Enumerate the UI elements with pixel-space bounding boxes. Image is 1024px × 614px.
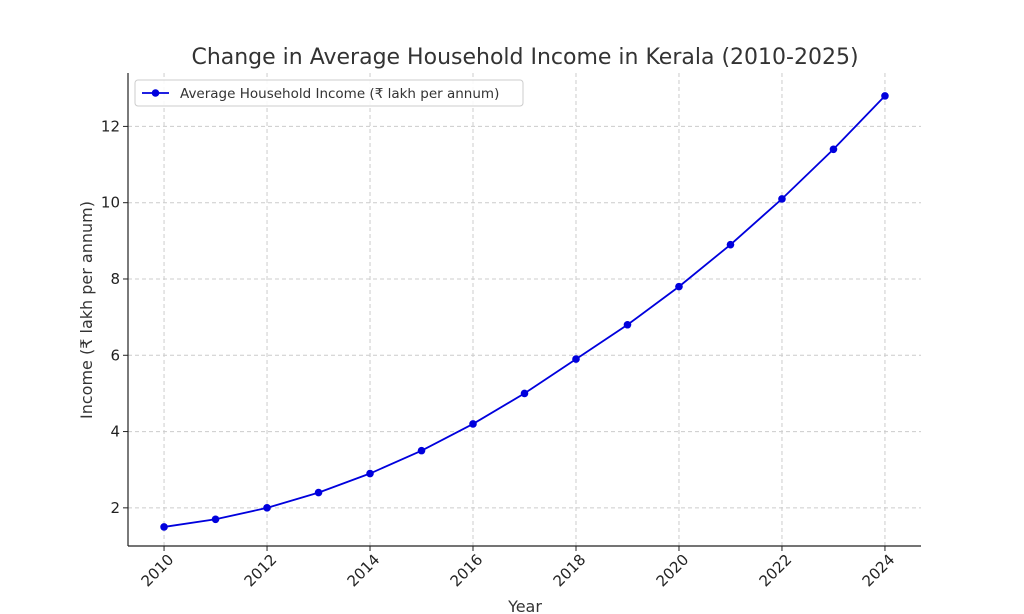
chart-title: Change in Average Household Income in Ke… xyxy=(191,45,858,70)
x-tick-label-2010: 2010 xyxy=(138,551,178,591)
y-tick-label-6: 6 xyxy=(110,346,120,364)
data-point-2023 xyxy=(829,145,838,154)
data-point-2020 xyxy=(675,282,683,291)
legend-swatch-marker xyxy=(151,89,160,97)
series-line-0 xyxy=(163,95,886,528)
data-point-2012 xyxy=(263,504,271,512)
data-point-2014 xyxy=(366,469,374,478)
y-axis-label: Income (₹ lakh per annum) xyxy=(77,201,96,419)
x-axis-label: Year xyxy=(507,597,542,614)
grid-lines xyxy=(128,73,921,546)
data-point-2021 xyxy=(726,240,735,249)
x-tick-label-2022: 2022 xyxy=(756,551,796,591)
x-tick-label-2012: 2012 xyxy=(241,551,281,591)
y-tick-label-2: 2 xyxy=(110,499,120,517)
x-tick-label-2016: 2016 xyxy=(447,551,487,591)
series-layer xyxy=(160,92,889,531)
data-point-2018 xyxy=(572,355,580,363)
legend: Average Household Income (₹ lakh per ann… xyxy=(134,79,524,107)
y-tick-label-8: 8 xyxy=(110,270,120,288)
ticks: 2010 2012 2014 2016 2018 2020 2022 2024 2 4 6 8 10 12 xyxy=(101,117,898,590)
x-tick-label-2018: 2018 xyxy=(550,551,590,591)
data-point-2019 xyxy=(623,320,632,329)
y-tick-label-10: 10 xyxy=(101,194,120,212)
data-point-2016 xyxy=(469,420,477,428)
axes xyxy=(127,73,921,547)
x-tick-label-2020: 2020 xyxy=(653,551,693,591)
data-point-2017 xyxy=(520,389,529,398)
data-point-2015 xyxy=(417,446,426,455)
data-point-2024 xyxy=(881,92,889,100)
legend-entry-label: Average Household Income (₹ lakh per ann… xyxy=(180,86,499,102)
y-tick-label-12: 12 xyxy=(101,117,120,135)
x-tick-label-2024: 2024 xyxy=(859,551,899,591)
legend-box xyxy=(134,79,524,107)
x-tick-label-2014: 2014 xyxy=(344,551,384,591)
data-point-2011 xyxy=(211,515,220,524)
data-point-2022 xyxy=(778,195,786,203)
data-point-2010 xyxy=(160,523,168,531)
data-point-2013 xyxy=(314,488,323,497)
y-tick-label-4: 4 xyxy=(110,423,120,441)
